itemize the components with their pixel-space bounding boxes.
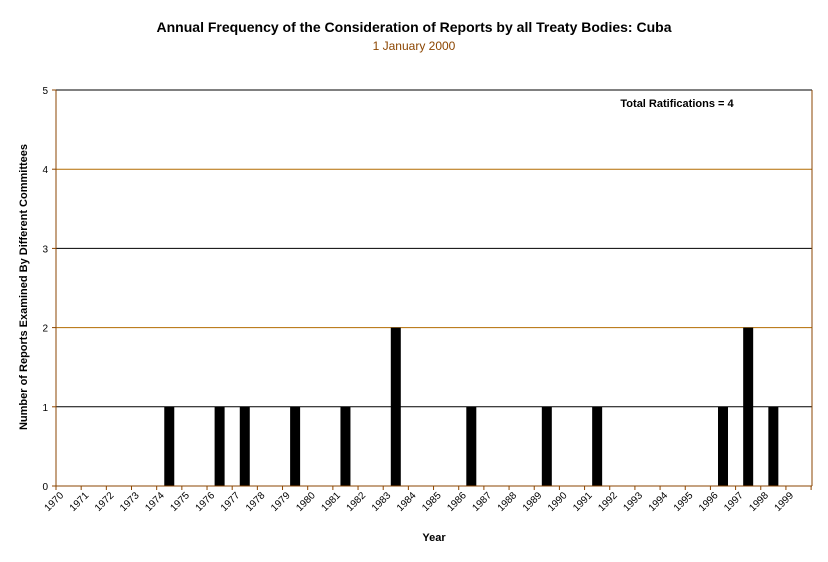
x-tick-label: 1988 (496, 490, 520, 514)
x-tick-label: 1996 (697, 490, 721, 514)
x-tick-label: 1990 (546, 490, 570, 514)
x-tick-label: 1982 (345, 490, 369, 514)
y-tick-label: 5 (42, 86, 48, 97)
x-tick-label: 1973 (118, 490, 142, 514)
x-tick-label: 1995 (672, 490, 696, 514)
chart-title: Annual Frequency of the Consideration of… (157, 19, 672, 35)
bar-1983 (390, 327, 401, 486)
x-tick-label: 1992 (596, 490, 620, 514)
y-tick-labels: 0 1 2 3 4 5 (42, 86, 56, 493)
x-tick-label: 1972 (93, 490, 117, 514)
gridlines (56, 89, 812, 408)
x-tick-label: 1989 (521, 490, 545, 514)
bar-1976 (214, 406, 225, 486)
chart-subtitle: 1 January 2000 (373, 39, 456, 53)
x-tick-label: 1970 (43, 490, 67, 514)
x-tick-label: 1986 (445, 490, 469, 514)
x-axis-title: Year (422, 532, 446, 544)
y-tick-label: 4 (42, 165, 48, 176)
x-tick-label: 1976 (194, 490, 218, 514)
x-tick-label: 1979 (269, 490, 293, 514)
bars (164, 327, 779, 486)
x-tick-label: 1977 (219, 490, 243, 514)
x-tick-label: 1985 (420, 490, 444, 514)
x-tick-label: 1997 (722, 490, 746, 514)
x-tick-label: 1971 (68, 490, 92, 514)
x-tick-label: 1978 (244, 490, 268, 514)
bar-1996 (718, 406, 729, 486)
x-tick-label: 1981 (319, 490, 343, 514)
x-tick-label: 1991 (571, 490, 595, 514)
bar-1986 (466, 406, 477, 486)
bar-1991 (592, 406, 603, 486)
x-tick-label: 1984 (395, 490, 419, 514)
x-tick-label: 1974 (143, 490, 167, 514)
y-tick-label: 0 (42, 482, 48, 493)
bar-1977 (239, 406, 250, 486)
x-tick-label: 1993 (622, 490, 646, 514)
x-tick-label: 1994 (647, 490, 671, 514)
x-tick-label: 1980 (294, 490, 318, 514)
bar-1979 (290, 406, 301, 486)
x-tick-label: 1983 (370, 490, 394, 514)
bar-1981 (340, 406, 351, 486)
x-tick-label: 1987 (471, 490, 495, 514)
bar-1998 (768, 406, 779, 486)
x-tick-label: 1999 (773, 490, 797, 514)
y-tick-label: 3 (42, 244, 48, 255)
x-tick-label: 1975 (168, 490, 192, 514)
y-axis-title: Number of Reports Examined By Different … (18, 144, 30, 430)
y-tick-label: 2 (42, 324, 48, 335)
bar-1997 (743, 327, 754, 486)
y-tick-label: 1 (42, 403, 48, 414)
x-tick-labels: 1970 1971 1972 1973 1974 1975 1976 1977 1978 1979… (43, 486, 812, 514)
bar-1989 (541, 406, 552, 486)
bar-1974 (164, 406, 175, 486)
x-tick-label: 1998 (747, 490, 771, 514)
total-ratifications-annotation: Total Ratifications = 4 (620, 98, 734, 110)
